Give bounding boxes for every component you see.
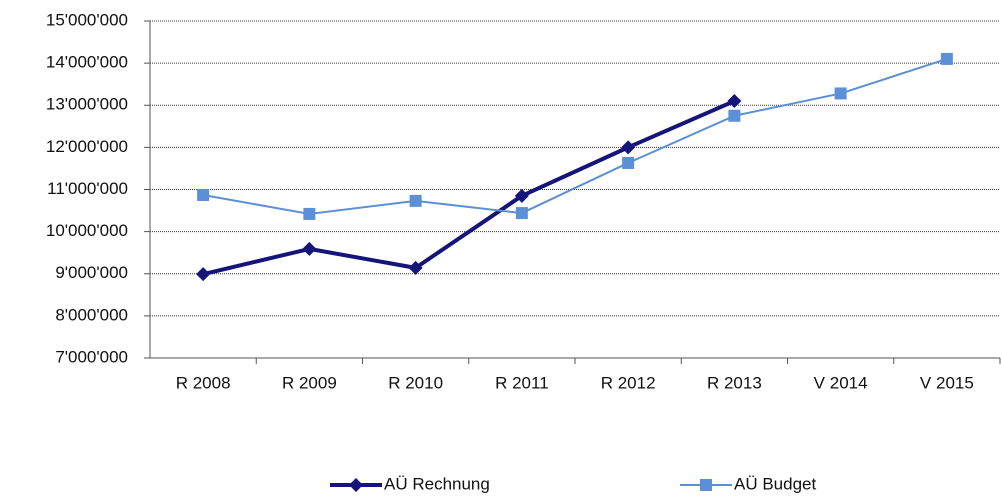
data-point [408,260,423,275]
data-point [621,140,636,155]
series-line [202,57,948,215]
x-tick-label: V 2014 [814,373,868,392]
y-tick-label: 15'000'000 [46,10,128,29]
y-tick-label: 13'000'000 [46,95,128,114]
legend-marker [349,478,363,492]
x-tick-label: R 2009 [282,373,337,392]
data-point [302,241,317,256]
legend-marker [700,479,712,491]
legend-label: AÜ Budget [734,474,816,493]
x-tick-label: R 2012 [601,373,656,392]
series-line [202,99,736,277]
y-tick-label: 8'000'000 [55,305,128,324]
x-tick-label: R 2008 [176,373,231,392]
data-point [303,207,316,220]
data-point [197,188,210,201]
y-tick-label: 7'000'000 [55,347,128,366]
y-tick-label: 9'000'000 [55,263,128,282]
y-tick-label: 14'000'000 [46,53,128,72]
data-point [727,94,742,109]
legend-label: AÜ Rechnung [384,474,490,493]
y-tick-label: 12'000'000 [46,137,128,156]
y-tick-label: 11'000'000 [47,179,128,198]
data-point [514,188,529,203]
data-point [196,267,211,282]
x-tick-label: R 2010 [388,373,443,392]
data-point [834,87,847,100]
data-point [728,109,741,122]
x-tick-label: R 2013 [707,373,762,392]
data-point [409,194,422,207]
x-tick-label: R 2011 [495,373,549,392]
y-tick-label: 10'000'000 [46,221,128,240]
x-tick-label: V 2015 [920,373,974,392]
data-point [940,52,953,65]
data-point [515,207,528,220]
data-point [622,156,635,169]
